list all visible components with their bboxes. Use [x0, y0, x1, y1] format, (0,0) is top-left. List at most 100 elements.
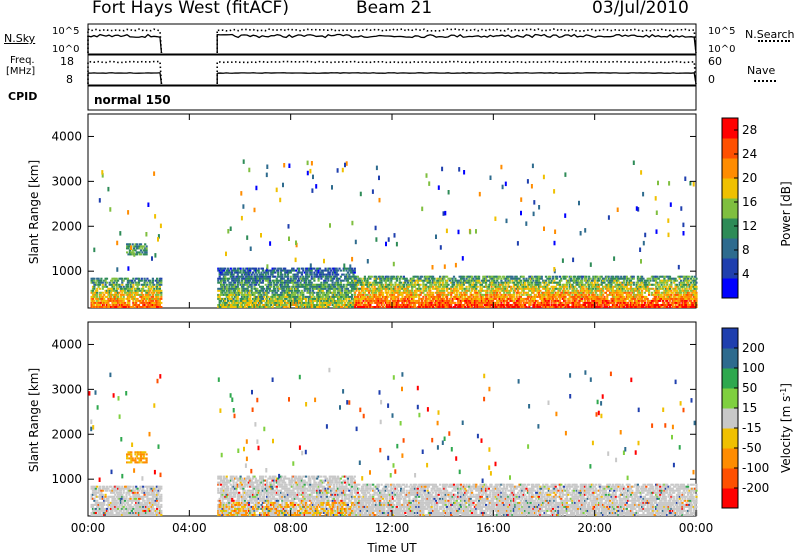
- echo-cell: [103, 304, 106, 306]
- echo-cell: [634, 306, 637, 308]
- echo-cell: [263, 293, 266, 296]
- echo-cell: [311, 301, 315, 304]
- echo-cell: [118, 291, 121, 294]
- echo-cell: [670, 301, 673, 304]
- echo-cell: [531, 289, 534, 292]
- echo-cell: [642, 285, 645, 288]
- echo-cell: [561, 306, 564, 308]
- echo-cell: [404, 299, 407, 302]
- echo-cell: [440, 293, 443, 296]
- echo-cell: [426, 275, 429, 278]
- echo-cell: [462, 297, 465, 300]
- echo-cell: [351, 283, 354, 286]
- echo-cell: [337, 295, 340, 298]
- echo-cell: [602, 279, 605, 282]
- echo-cell: [485, 289, 488, 292]
- echo-cell: [236, 273, 239, 276]
- echo-cell: [288, 297, 291, 300]
- echo-cell: [361, 289, 364, 292]
- echo-cell: [517, 285, 520, 288]
- echo-cell: [404, 277, 407, 280]
- echo-cell: [498, 304, 502, 306]
- echo-cell: [332, 293, 335, 296]
- echo-cell: [681, 304, 684, 306]
- echo-cell: [345, 293, 348, 296]
- echo-cell: [311, 306, 315, 308]
- echo-cell: [606, 297, 609, 300]
- echo-cell: [132, 281, 135, 284]
- echo-cell: [344, 291, 347, 294]
- echo-cell: [267, 279, 270, 282]
- echo-cell: [565, 301, 568, 304]
- echo-cell: [277, 293, 280, 296]
- echo-cell: [596, 293, 599, 296]
- echo-cell: [610, 291, 613, 294]
- echo-cell: [543, 297, 546, 300]
- echo-cell: [558, 279, 561, 282]
- echo-cell: [342, 269, 345, 272]
- echo-cell: [292, 281, 295, 284]
- echo-cell: [542, 287, 545, 290]
- echo-cell: [514, 297, 517, 300]
- echo-cell: [386, 306, 389, 308]
- echo-cell: [501, 285, 504, 288]
- echo-cell: [517, 299, 520, 302]
- echo-cell: [425, 289, 428, 292]
- echo-cell: [486, 287, 489, 290]
- echo-cell: [325, 291, 329, 294]
- echo-cell: [628, 306, 631, 308]
- echo-cell: [227, 273, 230, 276]
- echo-cell: [334, 287, 337, 290]
- echo-cell: [436, 295, 439, 298]
- echo-cell: [139, 295, 142, 298]
- echo-cell: [659, 299, 662, 302]
- echo-cell: [286, 289, 290, 292]
- echo-cell: [659, 293, 662, 296]
- echo-cell: [597, 299, 600, 302]
- echo-cell: [111, 304, 114, 306]
- echo-cell: [646, 279, 649, 282]
- echo-cell: [572, 279, 575, 282]
- echo-cell: [291, 279, 294, 282]
- echo-cell: [427, 297, 430, 300]
- echo-cell: [581, 299, 584, 302]
- echo-cell: [250, 304, 253, 306]
- echo-cell: [374, 287, 378, 290]
- echo-cell: [620, 283, 623, 286]
- echo-cell: [620, 306, 623, 308]
- echo-cell: [256, 277, 259, 280]
- echo-cell: [270, 285, 273, 288]
- echo-cell: [457, 281, 460, 284]
- echo-cell: [111, 277, 114, 280]
- echo-cell: [553, 301, 556, 304]
- echo-cell: [440, 304, 443, 306]
- echo-cell: [611, 304, 614, 306]
- echo-cell: [659, 304, 662, 306]
- echo-cell: [135, 277, 138, 280]
- echo-cell: [652, 283, 655, 286]
- echo-cell: [387, 287, 390, 290]
- echo-cell: [440, 291, 443, 294]
- echo-cell: [140, 301, 143, 304]
- echo-cell: [497, 287, 500, 290]
- echo-cell: [611, 291, 614, 294]
- echo-cell: [247, 304, 251, 306]
- echo-cell: [671, 287, 674, 290]
- echo-cell: [579, 275, 582, 278]
- echo-cell: [660, 283, 663, 286]
- echo-cell: [681, 301, 684, 304]
- echo-cell: [284, 289, 287, 292]
- echo-cell: [261, 295, 264, 298]
- echo-cell: [401, 287, 404, 290]
- echo-cell: [363, 279, 366, 282]
- echo-cell: [282, 281, 285, 284]
- echo-cell: [613, 304, 616, 306]
- echo-cell: [646, 299, 649, 302]
- echo-cell: [620, 277, 623, 280]
- echo-cell: [439, 293, 442, 296]
- echo-cell: [233, 271, 237, 274]
- echo-cell: [622, 277, 626, 280]
- echo-cell: [558, 297, 561, 300]
- echo-cell: [459, 306, 463, 308]
- echo-cell: [572, 289, 575, 292]
